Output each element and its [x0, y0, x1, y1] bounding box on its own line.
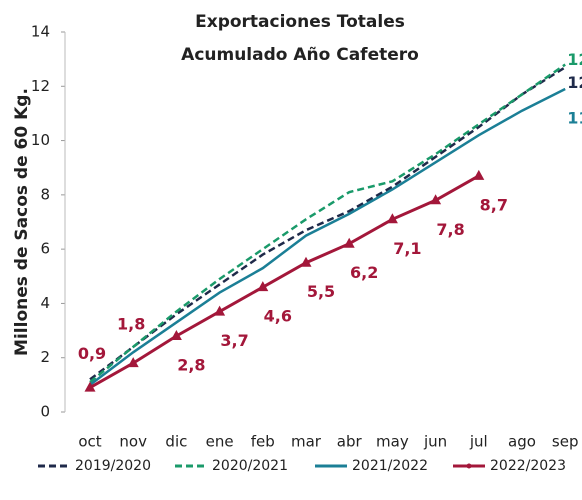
- y-axis-label: Millones de Sacos de 60 Kg.: [12, 88, 32, 356]
- data-label: 2,8: [177, 356, 205, 375]
- series-line: [89, 63, 566, 384]
- marker: [257, 281, 269, 292]
- x-tick-label: jun: [423, 433, 447, 451]
- series-line: [89, 87, 566, 386]
- y-tick-label: 0: [40, 403, 50, 421]
- marker: [343, 237, 355, 248]
- x-tick-label: ago: [508, 433, 536, 451]
- marker: [170, 330, 182, 340]
- x-tick-label: dic: [165, 433, 187, 451]
- legend-label: 2020/2021: [212, 458, 288, 474]
- data-label: 4,6: [264, 307, 292, 326]
- x-tick-label: mar: [291, 433, 322, 451]
- data-label: 11: [567, 109, 582, 128]
- legend-label: 2022/2023: [490, 458, 566, 474]
- x-tick-label: nov: [119, 433, 147, 451]
- data-label: 7,1: [393, 239, 421, 258]
- x-tick-label: oct: [78, 433, 101, 451]
- data-label: 12: [567, 73, 582, 92]
- legend-label: 2019/2020: [75, 458, 151, 474]
- data-label: 6,2: [350, 263, 378, 282]
- marker: [127, 357, 139, 368]
- data-label: 7,8: [436, 220, 464, 239]
- data-label: 5,5: [307, 282, 335, 301]
- x-tick-label: ene: [206, 433, 234, 451]
- x-tick-label: sep: [552, 433, 579, 451]
- data-label: 1,8: [117, 315, 145, 334]
- marker: [430, 194, 442, 205]
- y-tick-label: 12: [31, 77, 50, 95]
- data-label: 8,7: [480, 195, 508, 214]
- y-tick-label: 6: [40, 240, 50, 258]
- data-label: 12: [567, 50, 582, 69]
- y-tick-label: 14: [31, 23, 50, 41]
- x-tick-label: abr: [337, 433, 363, 451]
- x-tick-label: jul: [469, 433, 488, 451]
- chart-subtitle: Acumulado Año Cafetero: [181, 45, 419, 65]
- series-line: [89, 174, 480, 389]
- series-line: [89, 66, 566, 381]
- y-tick-label: 4: [40, 294, 50, 312]
- y-tick-label: 2: [40, 348, 50, 366]
- data-label: 3,7: [220, 331, 248, 350]
- legend-marker: [466, 463, 472, 469]
- x-tick-label: may: [376, 433, 409, 451]
- marker: [473, 169, 485, 180]
- y-tick-label: 8: [40, 185, 50, 203]
- marker: [214, 305, 226, 316]
- chart-title: Exportaciones Totales: [195, 12, 405, 32]
- x-tick-label: feb: [251, 433, 275, 451]
- legend-label: 2021/2022: [352, 458, 428, 474]
- y-tick-label: 10: [31, 131, 50, 149]
- data-label: 0,9: [78, 344, 106, 363]
- marker: [84, 381, 96, 392]
- marker: [386, 213, 398, 224]
- marker: [300, 256, 312, 267]
